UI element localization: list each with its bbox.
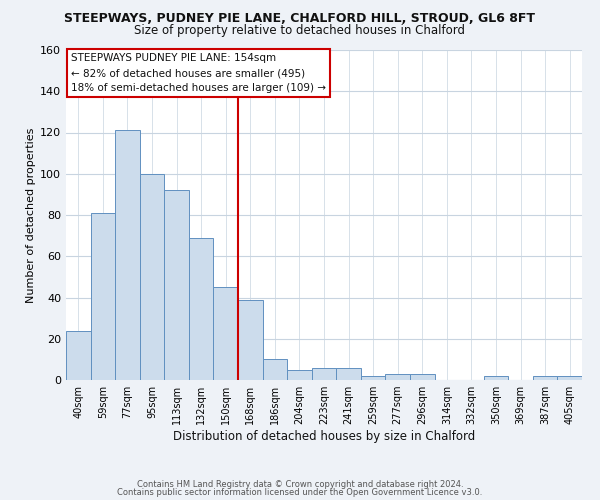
- Bar: [385, 374, 410, 380]
- Text: Contains public sector information licensed under the Open Government Licence v3: Contains public sector information licen…: [118, 488, 482, 497]
- Bar: [312, 368, 336, 380]
- Bar: [533, 376, 557, 380]
- Y-axis label: Number of detached properties: Number of detached properties: [26, 128, 36, 302]
- Bar: [189, 238, 214, 380]
- Text: STEEPWAYS, PUDNEY PIE LANE, CHALFORD HILL, STROUD, GL6 8FT: STEEPWAYS, PUDNEY PIE LANE, CHALFORD HIL…: [65, 12, 536, 26]
- Bar: [238, 300, 263, 380]
- Bar: [336, 368, 361, 380]
- Text: STEEPWAYS PUDNEY PIE LANE: 154sqm
← 82% of detached houses are smaller (495)
18%: STEEPWAYS PUDNEY PIE LANE: 154sqm ← 82% …: [71, 54, 326, 93]
- Text: Size of property relative to detached houses in Chalford: Size of property relative to detached ho…: [134, 24, 466, 37]
- X-axis label: Distribution of detached houses by size in Chalford: Distribution of detached houses by size …: [173, 430, 475, 443]
- Bar: [361, 376, 385, 380]
- Bar: [263, 360, 287, 380]
- Bar: [66, 330, 91, 380]
- Bar: [287, 370, 312, 380]
- Bar: [410, 374, 434, 380]
- Bar: [91, 213, 115, 380]
- Bar: [164, 190, 189, 380]
- Bar: [214, 287, 238, 380]
- Bar: [484, 376, 508, 380]
- Bar: [115, 130, 140, 380]
- Bar: [140, 174, 164, 380]
- Bar: [557, 376, 582, 380]
- Text: Contains HM Land Registry data © Crown copyright and database right 2024.: Contains HM Land Registry data © Crown c…: [137, 480, 463, 489]
